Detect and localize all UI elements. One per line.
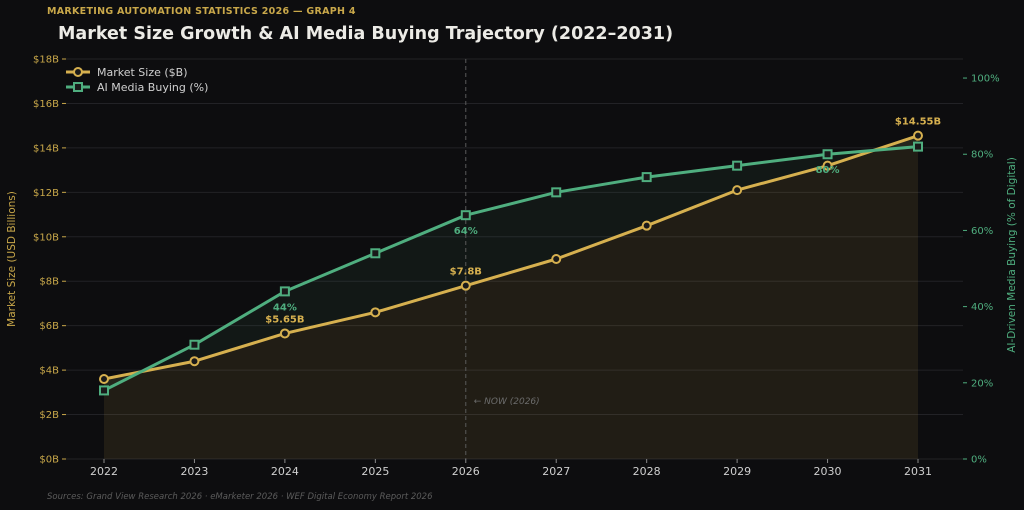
right-tick-label: 60%	[971, 226, 993, 237]
left-axis-title: Market Size (USD Billions)	[6, 191, 18, 327]
ai-media-buying-line	[103, 145, 919, 392]
x-tick-label: 2031	[904, 465, 932, 478]
ai-media-buying-data-label: 80%	[816, 165, 840, 176]
ai-media-buying-point	[551, 187, 562, 198]
left-tick-label: $10B	[33, 232, 59, 243]
left-tick-label: $6B	[39, 321, 59, 332]
chart-supertitle: MARKETING AUTOMATION STATISTICS 2026 — G…	[47, 6, 356, 17]
grid-lines	[66, 58, 963, 460]
area-fills	[104, 135, 918, 459]
market-size-data-label: $14.55B	[895, 117, 941, 128]
x-tick-label: 2025	[361, 465, 389, 478]
market-size-point	[732, 185, 743, 196]
sources-footnote: Sources: Grand View Research 2026 · eMar…	[47, 492, 433, 502]
left-tick-label: $18B	[33, 55, 59, 66]
ai-media-buying-point	[460, 210, 471, 221]
left-tick-label: $4B	[39, 366, 59, 377]
right-axis-title: AI-Driven Media Buying (% of Digital)	[1006, 157, 1018, 353]
axes: $0B $2B $4B $6B $8B $10B $12B $14B $16B $18B 0% 20%…	[6, 55, 1018, 479]
x-tick-label: 2029	[723, 465, 751, 478]
ai-media-buying-point	[189, 339, 200, 350]
market-size-point	[460, 280, 471, 291]
left-tick-label: $2B	[39, 410, 59, 421]
market-size-point	[822, 160, 833, 171]
legend-ai-label: AI Media Buying (%)	[97, 81, 208, 94]
x-tick-label: 2027	[542, 465, 570, 478]
series-markers	[99, 130, 923, 396]
x-tick-label: 2023	[180, 465, 208, 478]
market-size-point	[189, 356, 200, 367]
ai-media-buying-point	[732, 160, 743, 171]
data-labels: $5.65B $7.8B $14.55B 44% 64% 80%	[265, 117, 941, 326]
ai-media-buying-point	[641, 172, 652, 183]
right-tick-label: 100%	[971, 74, 1000, 85]
legend-market-marker	[73, 67, 83, 77]
market-size-data-label: $7.8B	[450, 267, 482, 278]
left-tick-label: $14B	[33, 143, 59, 154]
ai-media-buying-point	[822, 149, 833, 160]
market-size-point	[370, 307, 381, 318]
market-size-line	[103, 134, 919, 381]
ai-media-buying-data-label: 64%	[454, 226, 478, 237]
x-tick-label: 2028	[633, 465, 661, 478]
market-size-area	[104, 135, 918, 459]
market-size-point	[279, 328, 290, 339]
market-size-point	[641, 220, 652, 231]
market-size-data-label: $5.65B	[265, 314, 304, 325]
now-label: ← NOW (2026)	[474, 397, 540, 407]
legend-market-label: Market Size ($B)	[97, 66, 188, 79]
left-tick-label: $12B	[33, 188, 59, 199]
legend: Market Size ($B) AI Media Buying (%)	[66, 66, 208, 94]
x-tick-label: 2026	[452, 465, 480, 478]
market-size-point	[551, 254, 562, 264]
ai-media-buying-point	[99, 385, 109, 396]
legend-ai-marker	[73, 82, 83, 92]
right-tick-label: 0%	[971, 455, 987, 466]
x-tick-label: 2030	[814, 465, 842, 478]
right-tick-label: 80%	[971, 150, 993, 161]
ai-media-buying-point	[370, 248, 381, 259]
chart-title: Market Size Growth & AI Media Buying Tra…	[58, 24, 674, 44]
x-tick-label: 2024	[271, 465, 299, 478]
market-size-point	[99, 374, 109, 384]
left-tick-label: $8B	[39, 277, 59, 288]
ai-media-buying-point	[913, 141, 923, 152]
right-tick-label: 20%	[971, 378, 993, 389]
ai-media-buying-point	[279, 286, 290, 297]
ai-media-buying-data-label: 44%	[273, 302, 297, 313]
now-marker: ← NOW (2026)	[465, 59, 540, 459]
series-lines	[103, 134, 919, 392]
market-size-point	[913, 130, 923, 141]
left-tick-label: $16B	[33, 99, 59, 110]
x-tick-label: 2022	[90, 465, 118, 478]
left-tick-label: $0B	[39, 455, 59, 466]
right-tick-label: 40%	[971, 302, 993, 313]
